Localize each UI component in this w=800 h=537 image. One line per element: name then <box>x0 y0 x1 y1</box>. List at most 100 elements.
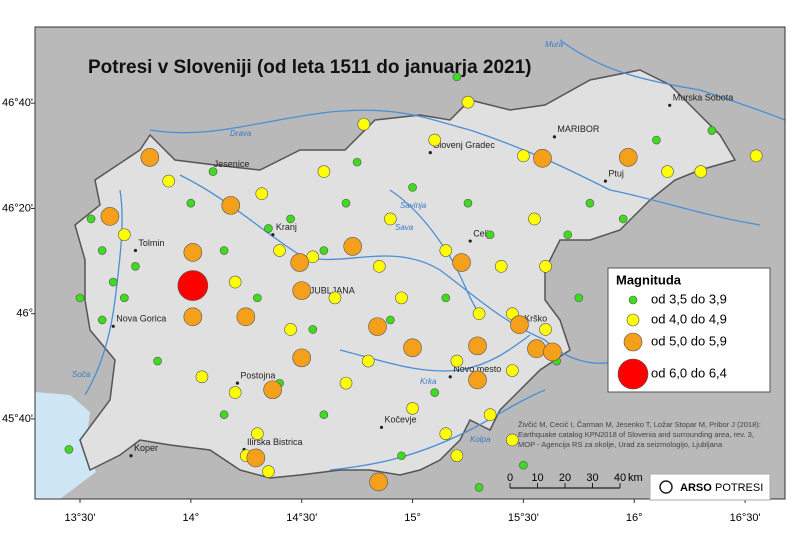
logo-potresi: POTRESI <box>715 482 763 494</box>
scale-label: 30 <box>586 472 598 484</box>
logo-box <box>649 473 771 501</box>
citation-line: MOP - Agencija RS za okolje, Urad za sei… <box>518 440 723 449</box>
legend-symbol <box>628 295 638 305</box>
earthquake <box>585 198 595 208</box>
place-marker <box>133 248 138 253</box>
earthquake <box>246 448 266 468</box>
river-soca <box>84 189 123 396</box>
earthquake <box>652 135 661 145</box>
scale-label: 10 <box>531 472 543 484</box>
place-marker <box>468 239 472 243</box>
earthquake <box>219 410 229 420</box>
earthquake <box>319 410 329 420</box>
earthquake <box>264 224 273 233</box>
earthquake <box>292 281 312 300</box>
earthquake <box>341 198 351 208</box>
earthquake <box>694 165 708 178</box>
earthquake <box>273 244 286 257</box>
place-label: MARIBOR <box>557 124 600 134</box>
x-tick-label: 13°30' <box>65 512 96 524</box>
place-marker <box>111 324 115 328</box>
earthquake <box>228 275 242 289</box>
earthquake <box>574 293 584 303</box>
legend-symbol <box>623 332 643 352</box>
river-kolpa <box>329 389 546 471</box>
earthquake <box>468 336 487 356</box>
place-marker <box>428 151 432 155</box>
river-label: Savinja <box>400 201 427 210</box>
place-label: Novo mesto <box>453 364 501 374</box>
earthquake <box>395 291 408 305</box>
places: Jesenice Kranj Tolmin Nova Gorica LJUBLJANA C… <box>111 93 734 458</box>
earthquake <box>441 293 451 303</box>
place-marker <box>552 135 557 139</box>
citation: Živčić M, Cecić I, Čarman M, Jesenko T, … <box>518 420 761 449</box>
river-label: Mura <box>545 40 564 49</box>
place-label: LJUBLJANA <box>305 285 355 295</box>
earthquake <box>286 214 295 224</box>
earthquake <box>284 323 297 336</box>
y-tick-label: 46°40' <box>2 97 33 109</box>
place-label: Murska Sobota <box>673 93 734 103</box>
place-label: Ptuj <box>608 168 624 178</box>
earthquake <box>86 214 96 224</box>
earthquake <box>262 465 275 478</box>
earthquake <box>177 270 209 301</box>
earthquake <box>118 228 131 242</box>
earthquake <box>162 174 175 188</box>
earthquake <box>361 354 375 368</box>
river-mura <box>559 39 785 121</box>
place-label: Krško <box>524 314 547 324</box>
place-label: Kranj <box>276 222 297 232</box>
earthquake <box>253 293 262 303</box>
earthquake <box>450 449 464 463</box>
citation-line: Earthquake catalog KPN2018 of Slovenia a… <box>518 430 754 439</box>
earthquake <box>108 277 118 287</box>
earthquake <box>328 291 342 305</box>
legend-title: Magnituda <box>616 272 682 287</box>
place-label: Koper <box>134 443 158 453</box>
river-drava <box>149 109 761 226</box>
x-tick-label: 14°30' <box>286 512 317 524</box>
river-label: Kolpa <box>470 435 491 444</box>
earthquake <box>369 472 388 492</box>
earthquake <box>368 317 387 336</box>
sea <box>35 392 96 499</box>
earthquake <box>195 370 209 384</box>
earthquake <box>450 354 464 368</box>
earthquake <box>255 187 269 200</box>
earthquake <box>563 230 573 240</box>
place-label: Postojna <box>240 371 275 381</box>
river-label: Sava <box>395 223 414 232</box>
earthquake <box>428 133 442 147</box>
legend-symbol <box>617 358 649 390</box>
earthquake <box>539 323 552 336</box>
place-label: Nova Gorica <box>116 314 166 324</box>
earthquake <box>317 165 331 178</box>
place-label: Kočevje <box>385 415 417 425</box>
earthquake <box>221 196 241 215</box>
earthquake <box>140 148 160 167</box>
earthquake <box>439 244 453 257</box>
earthquake <box>397 451 406 461</box>
earthquake <box>372 260 386 273</box>
y-tick-label: 45°40' <box>2 413 33 425</box>
earthquake <box>292 348 312 368</box>
place-label: Ilirska Bistrica <box>247 437 303 447</box>
legend-label: od 5,0 do 5,9 <box>651 333 727 348</box>
earthquake <box>406 402 419 415</box>
river-labels: Drava Sava Mura Soča Krka Kolpa Savinja <box>72 40 564 444</box>
earthquake <box>153 356 162 366</box>
earthquake <box>618 148 638 167</box>
earthquake <box>430 388 440 397</box>
earthquake <box>251 427 264 440</box>
earthquake <box>483 408 497 422</box>
earthquake <box>386 315 395 325</box>
citation-line: Živčić M, Cecić I, Čarman M, Jesenko T, … <box>518 420 761 429</box>
place-marker <box>668 103 672 107</box>
map-title: Potresi v Sloveniji (od leta 1511 do jan… <box>88 57 532 78</box>
river-label: Krka <box>420 377 437 386</box>
earthquake <box>339 376 353 390</box>
logo-icon <box>659 480 673 494</box>
earthquake <box>186 198 196 208</box>
